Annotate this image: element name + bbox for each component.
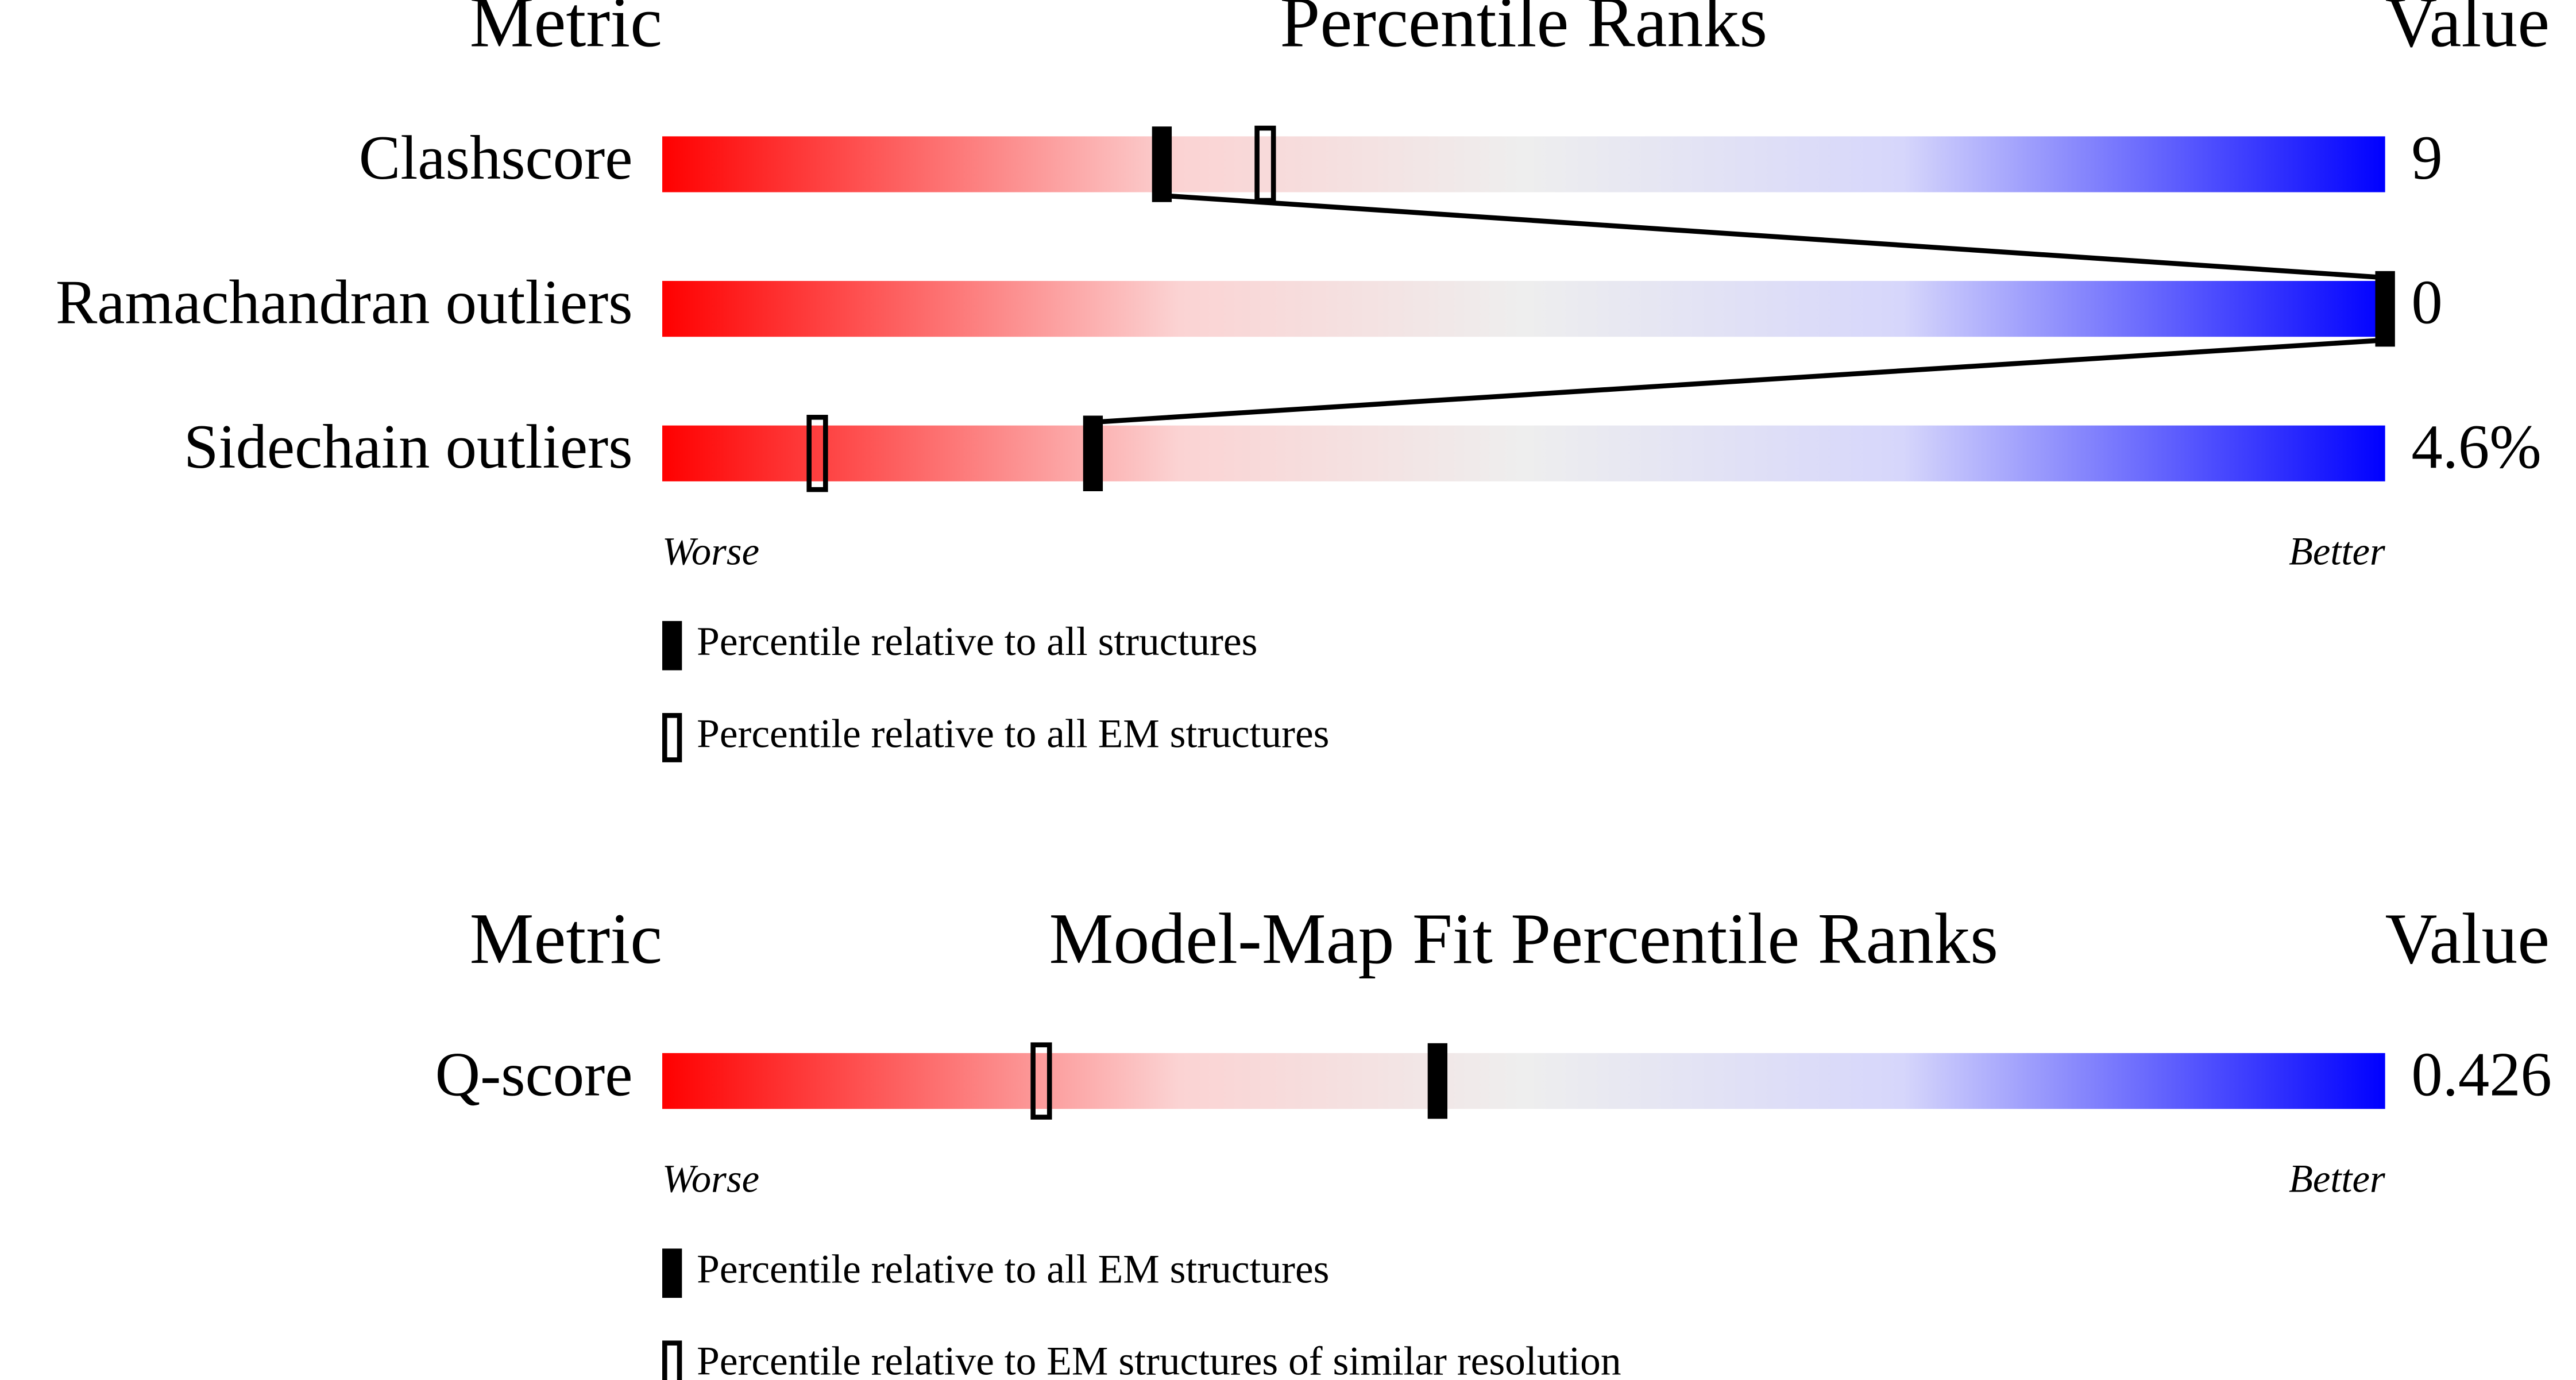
better-label: Better: [2289, 529, 2385, 573]
marker-outline: [1030, 1042, 1052, 1120]
worse-label: Worse: [662, 529, 759, 573]
metric-value: 4.6%: [2411, 412, 2541, 481]
legend-marker-outline: [662, 1340, 682, 1380]
legend-marker-filled: [662, 1248, 682, 1298]
header-metric: Metric: [470, 899, 662, 979]
legend-label: Percentile relative to all structures: [697, 619, 1257, 664]
metric-value: 0: [2411, 268, 2442, 337]
marker-filled: [1427, 1043, 1448, 1119]
metric-label: Clashscore: [359, 123, 633, 192]
connector: [1092, 337, 2385, 425]
percentile-bar: [662, 425, 2385, 481]
better-label: Better: [2289, 1157, 2385, 1201]
connector: [1161, 193, 2385, 280]
legend-label: Percentile relative to EM structures of …: [697, 1339, 1621, 1380]
header-title: Model-Map Fit Percentile Ranks: [1049, 899, 1999, 979]
metric-value: 9: [2411, 123, 2442, 192]
header-value: Value: [2385, 0, 2550, 62]
header-metric: Metric: [470, 0, 662, 62]
metric-label: Q-score: [435, 1040, 633, 1109]
marker-filled: [1083, 415, 1103, 491]
legend-label: Percentile relative to all EM structures: [697, 1247, 1329, 1292]
marker-outline: [1254, 125, 1276, 203]
legend-marker-outline: [662, 713, 682, 762]
percentile-bar: [662, 280, 2385, 337]
marker-filled: [2375, 271, 2395, 347]
worse-label: Worse: [662, 1157, 759, 1201]
percentile-bar: [662, 136, 2385, 192]
marker-filled: [1152, 126, 1172, 202]
header-value: Value: [2385, 899, 2550, 979]
metric-value: 0.426: [2411, 1040, 2551, 1109]
legend-label: Percentile relative to all EM structures: [697, 711, 1329, 756]
header-title: Percentile Ranks: [1280, 0, 1767, 62]
legend-marker-filled: [662, 620, 682, 670]
marker-outline: [806, 415, 828, 492]
percentile-bar: [662, 1053, 2385, 1109]
metric-label: Ramachandran outliers: [56, 268, 633, 337]
metric-label: Sidechain outliers: [184, 412, 633, 481]
